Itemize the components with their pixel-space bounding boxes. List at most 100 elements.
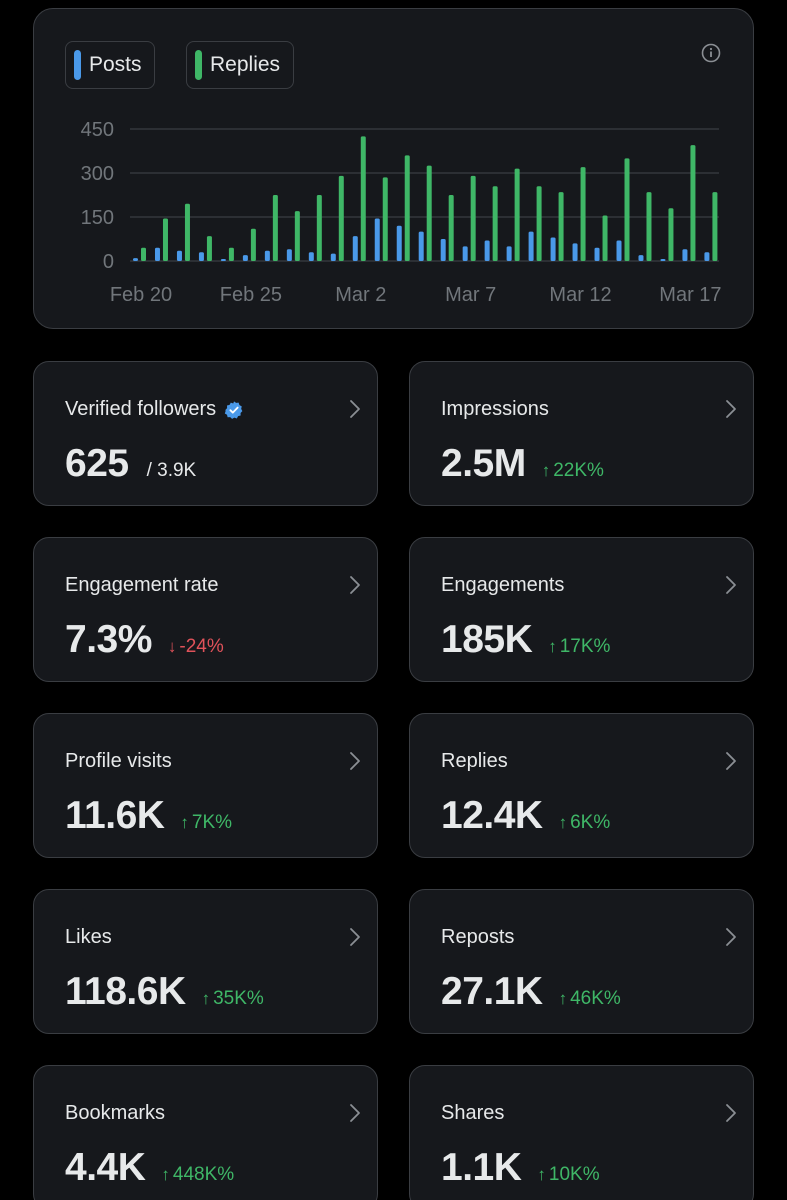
replies-bar[interactable] [580, 167, 586, 261]
posts-bar[interactable] [550, 237, 556, 261]
stat-change: ↑ 6K% [559, 812, 611, 834]
stat-label-text: Bookmarks [65, 1102, 166, 1124]
stat-label-text: Shares [441, 1102, 505, 1124]
posts-bar[interactable] [330, 253, 336, 261]
stat-card-verified-followers[interactable]: Verified followers 625 / 3.9K [33, 361, 378, 506]
posts-bar[interactable] [528, 231, 534, 261]
stat-change: ↑ 17K% [548, 636, 610, 658]
stat-card-engagement-rate[interactable]: Engagement rate 7.3% ↓ -24% [33, 537, 378, 682]
replies-bar[interactable] [360, 136, 366, 261]
stat-value-row: 2.5M ↑ 22K% [441, 442, 604, 486]
replies-bar[interactable] [272, 195, 278, 261]
replies-bar[interactable] [558, 192, 564, 261]
posts-bar[interactable] [374, 218, 380, 261]
replies-bar[interactable] [316, 195, 322, 261]
stat-label-text: Engagement rate [65, 574, 219, 596]
posts-bar[interactable] [704, 252, 710, 261]
posts-bar[interactable] [638, 255, 644, 261]
replies-bar[interactable] [602, 215, 608, 261]
replies-bar[interactable] [514, 168, 520, 261]
posts-bar[interactable] [484, 240, 490, 261]
stat-card-profile-visits[interactable]: Profile visits 11.6K ↑ 7K% [33, 713, 378, 858]
replies-bar[interactable] [141, 247, 146, 261]
stat-label-text: Impressions [441, 398, 549, 420]
posts-bar[interactable] [506, 246, 512, 261]
stat-label-text: Engagements [441, 574, 565, 596]
legend-posts-toggle[interactable]: Posts [65, 41, 155, 89]
chevron-right-icon [350, 752, 360, 770]
posts-bar[interactable] [242, 255, 248, 261]
replies-bar[interactable] [646, 192, 652, 261]
posts-bar[interactable] [133, 258, 138, 261]
posts-bar[interactable] [616, 240, 622, 261]
replies-bar[interactable] [448, 195, 454, 261]
chevron-right-icon [726, 576, 736, 594]
posts-bar[interactable] [220, 259, 226, 261]
chevron-right-icon [350, 1104, 360, 1122]
stat-value-row: 185K ↑ 17K% [441, 618, 610, 662]
chevron-right-icon [726, 752, 736, 770]
stat-card-replies[interactable]: Replies 12.4K ↑ 6K% [409, 713, 754, 858]
stat-label: Bookmarks [65, 1102, 165, 1125]
stat-change-value: 46K% [570, 988, 621, 1009]
info-icon[interactable] [701, 43, 721, 63]
replies-bar[interactable] [250, 228, 256, 261]
change-arrow-icon: ↑ [558, 813, 568, 832]
bar-chart: 450 300 150 0 Feb 20 Feb 25 Mar 2 Mar 7 Mar 12 Ma… [81, 119, 722, 306]
stat-label-text: Reposts [441, 926, 515, 948]
change-arrow-icon: ↑ [548, 637, 557, 656]
replies-bar[interactable] [162, 218, 168, 261]
stat-card-impressions[interactable]: Impressions 2.5M ↑ 22K% [409, 361, 754, 506]
posts-bar[interactable] [264, 250, 270, 261]
legend-replies-toggle[interactable]: Replies [186, 41, 294, 89]
posts-bar[interactable] [154, 247, 160, 261]
chevron-right-icon [350, 576, 360, 594]
replies-bar[interactable] [624, 158, 630, 261]
posts-bar[interactable] [462, 246, 468, 261]
replies-bar[interactable] [404, 155, 410, 261]
stat-change: ↑ 35K% [202, 988, 264, 1010]
chevron-right-icon [726, 1104, 736, 1122]
replies-bar[interactable] [712, 192, 718, 261]
posts-bar[interactable] [352, 236, 358, 261]
replies-bar[interactable] [294, 211, 300, 261]
posts-bar[interactable] [418, 231, 424, 261]
replies-bar[interactable] [228, 247, 234, 261]
stat-label: Likes [65, 926, 112, 949]
stat-label: Reposts [441, 926, 514, 949]
stat-change: ↑ 46K% [559, 988, 621, 1010]
stat-value-row: 625 / 3.9K [65, 442, 196, 486]
replies-bar[interactable] [668, 208, 674, 261]
stat-card-reposts[interactable]: Reposts 27.1K ↑ 46K% [409, 889, 754, 1034]
stat-card-likes[interactable]: Likes 118.6K ↑ 35K% [33, 889, 378, 1034]
replies-bar[interactable] [206, 236, 212, 261]
stat-label-text: Profile visits [65, 750, 172, 772]
stat-card-shares[interactable]: Shares 1.1K ↑ 10K% [409, 1065, 754, 1200]
stat-change: ↑ 10K% [537, 1164, 599, 1186]
stat-value-row: 1.1K ↑ 10K% [441, 1146, 600, 1190]
change-arrow-icon: ↑ [161, 1165, 170, 1184]
stat-card-engagements[interactable]: Engagements 185K ↑ 17K% [409, 537, 754, 682]
posts-bar[interactable] [308, 252, 314, 261]
posts-bar[interactable] [572, 243, 578, 261]
posts-bar[interactable] [682, 249, 688, 261]
posts-bar[interactable] [198, 252, 204, 261]
posts-bar[interactable] [660, 259, 666, 261]
x-tick-label: Feb 25 [220, 284, 282, 306]
replies-bar[interactable] [382, 177, 388, 261]
posts-bar[interactable] [594, 247, 600, 261]
replies-swatch [195, 50, 202, 80]
replies-bar[interactable] [492, 186, 498, 261]
replies-bar[interactable] [184, 203, 190, 261]
replies-bar[interactable] [426, 165, 432, 261]
replies-bar[interactable] [338, 175, 344, 261]
replies-bar[interactable] [536, 186, 542, 261]
replies-bar[interactable] [470, 175, 476, 261]
stat-card-bookmarks[interactable]: Bookmarks 4.4K ↑ 448K% [33, 1065, 378, 1200]
stat-value-row: 27.1K ↑ 46K% [441, 970, 621, 1014]
posts-bar[interactable] [286, 249, 292, 261]
posts-bar[interactable] [396, 225, 402, 261]
replies-bar[interactable] [690, 145, 696, 261]
posts-bar[interactable] [440, 239, 446, 261]
posts-bar[interactable] [176, 250, 182, 261]
